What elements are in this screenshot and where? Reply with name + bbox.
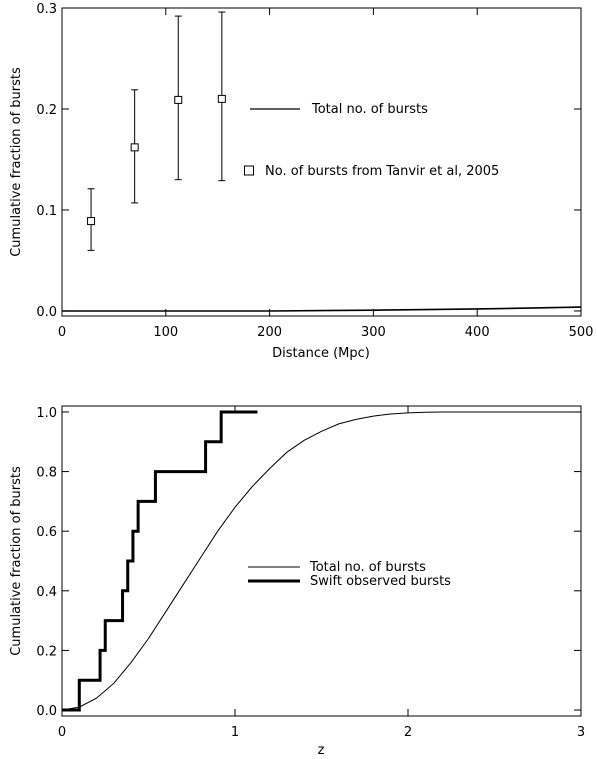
data-point-square	[174, 95, 183, 104]
data-point-square	[130, 143, 139, 152]
bottom-tick-labels: 0 1 2 3 0.0 0.2 0.4 0.6 0.8 1.0	[36, 406, 585, 740]
bottom-y-tick-label: 0.2	[36, 644, 57, 659]
top-x-tick-label: 0	[58, 325, 66, 340]
bottom-x-tick-label: 2	[404, 725, 412, 740]
bottom-y-tick-label: 0.6	[36, 525, 57, 540]
bottom-legend: Total no. of bursts Swift observed burst…	[248, 560, 451, 589]
top-x-axis-label: Distance (Mpc)	[272, 346, 370, 361]
bottom-x-axis-label: z	[318, 743, 325, 758]
bottom-y-tick-label: 0.0	[36, 704, 57, 719]
bottom-y-tick-label: 0.4	[36, 585, 57, 600]
bottom-y-tick-label: 0.8	[36, 466, 57, 481]
top-y-tick-label: 0.0	[36, 305, 57, 320]
top-series	[62, 11, 582, 312]
top-legend-square-swatch	[244, 165, 254, 176]
top-y-tick-label: 0.2	[36, 103, 57, 118]
top-chart-panel: 0 100 200 300 400 500 0.0 0.1 0.2 0.3 Distance (M…	[9, 2, 593, 361]
top-legend-tanvir-label: No. of bursts from Tanvir et al, 2005	[265, 164, 499, 179]
bottom-series	[61, 410, 581, 712]
top-x-tick-label: 100	[153, 325, 178, 340]
bottom-plot-frame	[61, 405, 582, 717]
bottom-series-swift-step	[62, 410, 258, 712]
top-series-total-line	[62, 306, 582, 312]
top-legend: Total no. of bursts No. of bursts from T…	[244, 102, 499, 179]
bottom-x-tick-label: 3	[577, 725, 585, 740]
top-y-tick-label: 0.1	[36, 204, 57, 219]
bottom-legend-swift-label: Swift observed bursts	[310, 574, 451, 589]
top-tick-labels: 0 100 200 300 400 500 0.0 0.1 0.2 0.3	[36, 2, 593, 340]
top-x-tick-label: 200	[257, 325, 282, 340]
top-plot-frame	[61, 7, 582, 317]
bottom-series-total-line	[61, 411, 581, 711]
bottom-x-tick-label: 1	[231, 725, 239, 740]
top-tick-marks	[61, 7, 582, 316]
top-y-axis-label: Cumulative fraction of bursts	[9, 67, 24, 257]
top-x-tick-label: 500	[569, 325, 594, 340]
top-x-tick-label: 300	[361, 325, 386, 340]
bottom-chart-panel: 0 1 2 3 0.0 0.2 0.4 0.6 0.8 1.0 z Cumulative frac…	[9, 405, 585, 758]
bottom-x-tick-label: 0	[58, 725, 66, 740]
bottom-legend-total-label: Total no. of bursts	[309, 560, 426, 575]
top-legend-total-label: Total no. of bursts	[311, 102, 428, 117]
bottom-y-axis-label: Cumulative fraction of bursts	[9, 466, 24, 656]
data-point-square	[217, 94, 226, 103]
top-y-tick-label: 0.3	[36, 2, 57, 17]
bottom-y-tick-label: 1.0	[36, 406, 57, 421]
top-x-tick-label: 400	[465, 325, 490, 340]
data-point-square	[87, 217, 96, 226]
